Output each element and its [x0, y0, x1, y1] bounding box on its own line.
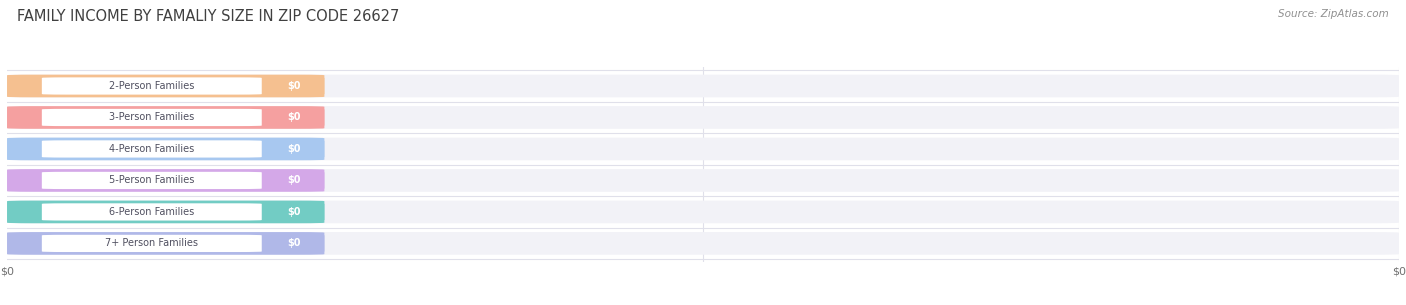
FancyBboxPatch shape — [7, 75, 1399, 97]
Text: 2-Person Families: 2-Person Families — [110, 81, 194, 91]
Text: $0: $0 — [287, 207, 301, 217]
FancyBboxPatch shape — [274, 203, 325, 221]
FancyBboxPatch shape — [274, 172, 325, 189]
Text: $0: $0 — [287, 113, 301, 123]
FancyBboxPatch shape — [7, 201, 325, 223]
FancyBboxPatch shape — [274, 109, 325, 126]
Text: Source: ZipAtlas.com: Source: ZipAtlas.com — [1278, 9, 1389, 19]
Text: 6-Person Families: 6-Person Families — [110, 207, 194, 217]
Text: 7+ Person Families: 7+ Person Families — [105, 239, 198, 248]
FancyBboxPatch shape — [274, 140, 325, 158]
FancyBboxPatch shape — [42, 140, 262, 158]
FancyBboxPatch shape — [274, 77, 325, 95]
FancyBboxPatch shape — [7, 232, 1399, 255]
FancyBboxPatch shape — [7, 106, 1399, 129]
FancyBboxPatch shape — [7, 106, 325, 129]
Text: $0: $0 — [287, 175, 301, 185]
FancyBboxPatch shape — [42, 77, 262, 95]
Text: $0: $0 — [287, 81, 301, 91]
FancyBboxPatch shape — [7, 232, 325, 255]
FancyBboxPatch shape — [42, 203, 262, 221]
FancyBboxPatch shape — [7, 138, 1399, 160]
Text: 3-Person Families: 3-Person Families — [110, 113, 194, 123]
Text: $0: $0 — [287, 239, 301, 248]
Text: FAMILY INCOME BY FAMALIY SIZE IN ZIP CODE 26627: FAMILY INCOME BY FAMALIY SIZE IN ZIP COD… — [17, 9, 399, 24]
Text: 5-Person Families: 5-Person Families — [110, 175, 194, 185]
FancyBboxPatch shape — [42, 109, 262, 126]
FancyBboxPatch shape — [7, 169, 325, 192]
FancyBboxPatch shape — [7, 138, 325, 160]
FancyBboxPatch shape — [7, 75, 325, 97]
Text: 4-Person Families: 4-Person Families — [110, 144, 194, 154]
Text: $0: $0 — [287, 144, 301, 154]
FancyBboxPatch shape — [42, 172, 262, 189]
FancyBboxPatch shape — [42, 235, 262, 252]
FancyBboxPatch shape — [7, 169, 1399, 192]
FancyBboxPatch shape — [7, 201, 1399, 223]
FancyBboxPatch shape — [274, 235, 325, 252]
